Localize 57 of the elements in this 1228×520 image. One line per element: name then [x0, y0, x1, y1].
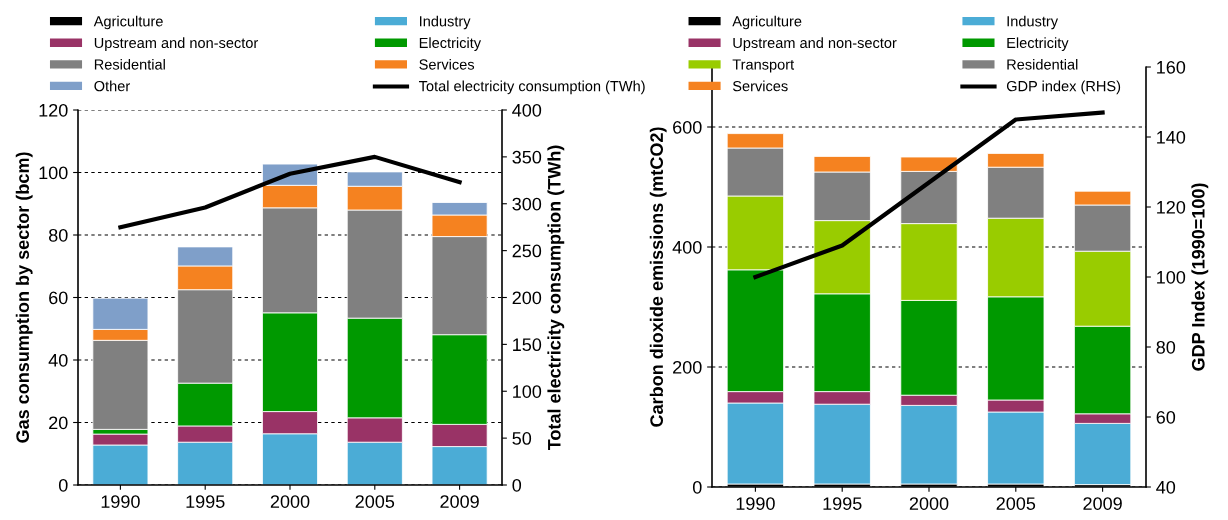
y2-tick-label: 40: [1156, 480, 1176, 494]
y-tick-label: 60: [49, 291, 68, 305]
legend-label: GDP index (RHS): [1006, 80, 1121, 95]
y-tick-label: 0: [692, 480, 702, 494]
y2-tick-label: 0: [512, 478, 522, 492]
y-tick-label: 80: [48, 228, 68, 242]
y-tick-label: 400: [672, 240, 702, 254]
legend-label: Other: [94, 80, 130, 92]
y2-tick-label: 350: [512, 150, 542, 164]
y-tick-label: 0: [58, 478, 68, 492]
y2-tick-label: 150: [513, 338, 542, 352]
legend-label: Agriculture: [93, 15, 163, 30]
x-tick-label: 2009: [1083, 497, 1122, 510]
x-tick-label: 2005: [355, 495, 395, 508]
y2-tick-label: 100: [513, 385, 542, 398]
legend-label: Residential: [94, 58, 165, 70]
legend-label: Residential: [1007, 58, 1078, 70]
y2-tick-label: 140: [1157, 130, 1186, 144]
y2-tick-label: 60: [1156, 410, 1176, 424]
y-tick-label: 100: [39, 166, 68, 180]
y-tick-label: 20: [49, 416, 68, 430]
y-tick-label: 600: [673, 120, 702, 134]
legend-label: Total electricity consumption (TWh): [418, 80, 645, 95]
legend-label: Industry: [420, 15, 471, 30]
x-tick-label: 2000: [909, 497, 949, 510]
y2-tick-label: 120: [1157, 200, 1186, 214]
y2-tick-label: 100: [1157, 270, 1186, 284]
y-axis-title: Carbon dioxide emissions (mtCO2): [649, 127, 667, 427]
y2-tick-label: 80: [1156, 340, 1176, 354]
x-tick-label: 1990: [736, 497, 775, 510]
legend-label: Transport: [732, 59, 795, 73]
legend-label: Electricity: [1007, 37, 1069, 51]
legend-label: Services: [732, 80, 788, 92]
legend-label: Electricity: [419, 37, 482, 51]
y2-tick-label: 160: [1157, 60, 1186, 74]
x-tick-label: 2009: [440, 495, 479, 508]
y2-tick-label: 50: [512, 432, 532, 445]
y2-tick-label: 300: [512, 197, 542, 211]
y-tick-label: 40: [48, 353, 68, 367]
y2-axis-title: GDP Index (1990=100): [1191, 183, 1209, 371]
legend-label: Upstream and non-sector: [94, 37, 259, 51]
x-tick-label: 1995: [186, 495, 225, 508]
x-tick-label: 1995: [823, 497, 862, 510]
legend-label: Industry: [1007, 15, 1059, 30]
y-axis-title: Gas consumption by sector (bcm): [15, 152, 33, 443]
x-tick-label: 2000: [270, 495, 310, 508]
y2-tick-label: 200: [512, 291, 542, 305]
y2-tick-label: 250: [512, 244, 542, 258]
legend-label: Upstream and non-sector: [733, 37, 897, 51]
x-tick-label: 1990: [101, 495, 140, 508]
y2-tick-label: 400: [512, 103, 542, 117]
x-tick-label: 2005: [996, 497, 1036, 510]
legend-label: Services: [419, 58, 475, 70]
y-tick-label: 120: [39, 103, 68, 117]
y-tick-label: 200: [673, 360, 702, 374]
y2-axis-title: Total electricity consumption (TWh): [547, 145, 565, 451]
legend-label: Agriculture: [732, 15, 802, 30]
